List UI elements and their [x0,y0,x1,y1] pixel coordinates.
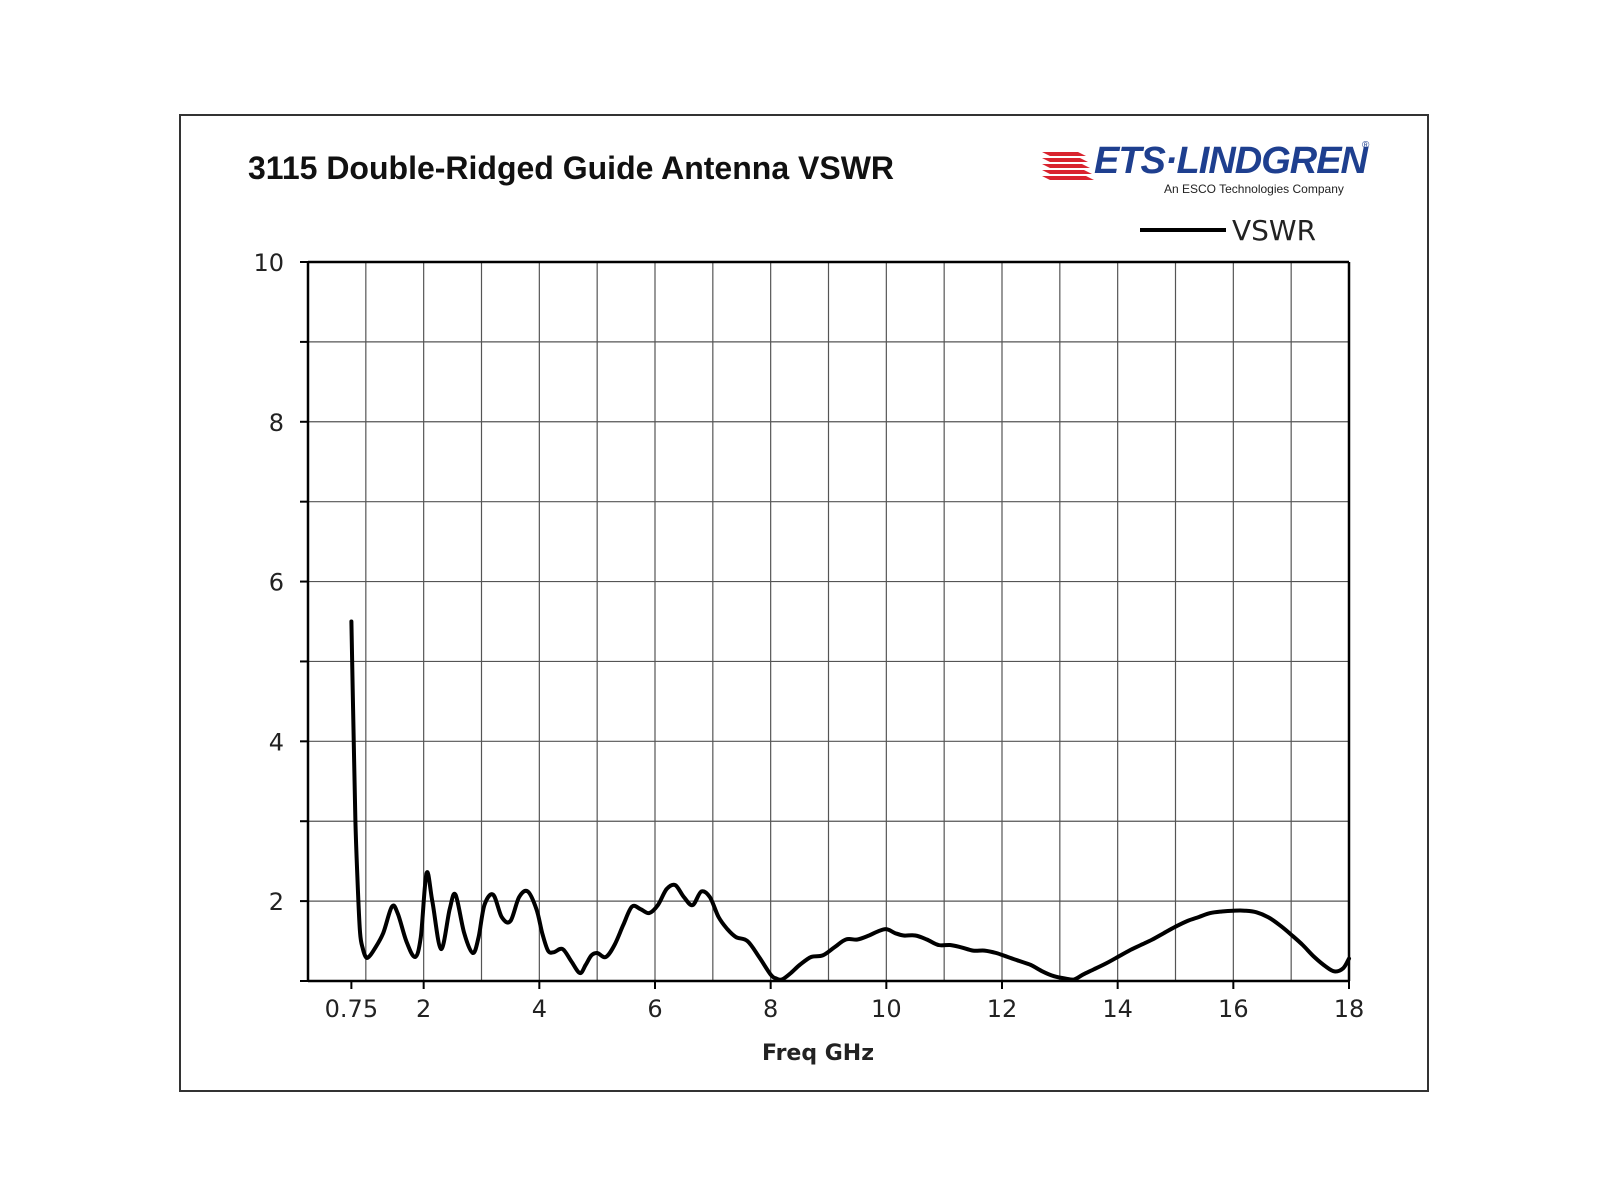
legend: VSWR [1140,214,1316,247]
y-tick-label-0: 2 [269,888,284,916]
logo-tagline: An ESCO Technologies Company [1164,182,1344,196]
y-tick-label-1: 4 [269,728,284,756]
axes [306,260,1351,983]
radio-waves-icon [1042,152,1094,180]
logo-brand-text: ETS·LINDGREN [1094,140,1368,182]
x-tick-label-5: 10 [871,995,902,1023]
x-tick-label-6: 12 [987,995,1018,1023]
x-tick-label-3: 6 [647,995,662,1023]
series-line-vswr [349,619,1351,982]
legend-label-vswr: VSWR [1232,214,1316,247]
y-axis-ticks: 2 4 6 8 10 [253,249,308,982]
grid-lines [308,261,1350,981]
y-tick-label-2: 6 [269,569,284,597]
x-axis-ticks: 0.75 2 4 6 8 10 12 14 16 18 [325,981,1365,1023]
series-layer [349,619,1351,982]
x-tick-label-2: 4 [532,995,547,1023]
x-tick-label-4: 8 [763,995,778,1023]
x-tick-label-7: 14 [1102,995,1133,1023]
chart-title: 3115 Double-Ridged Guide Antenna VSWR [248,150,894,186]
x-axis-label: Freq GHz [762,1041,874,1066]
x-tick-label-9: 18 [1334,995,1365,1023]
logo-registered-mark: ® [1362,140,1370,151]
chart-frame [179,114,1429,1092]
x-tick-label-1: 2 [416,995,431,1023]
y-tick-label-4: 10 [253,249,284,277]
x-tick-label-8: 16 [1218,995,1249,1023]
y-tick-label-3: 8 [269,409,284,437]
x-tick-label-0: 0.75 [325,995,378,1023]
ets-lindgren-logo: ETS·LINDGREN ® An ESCO Technologies Comp… [1038,140,1370,200]
